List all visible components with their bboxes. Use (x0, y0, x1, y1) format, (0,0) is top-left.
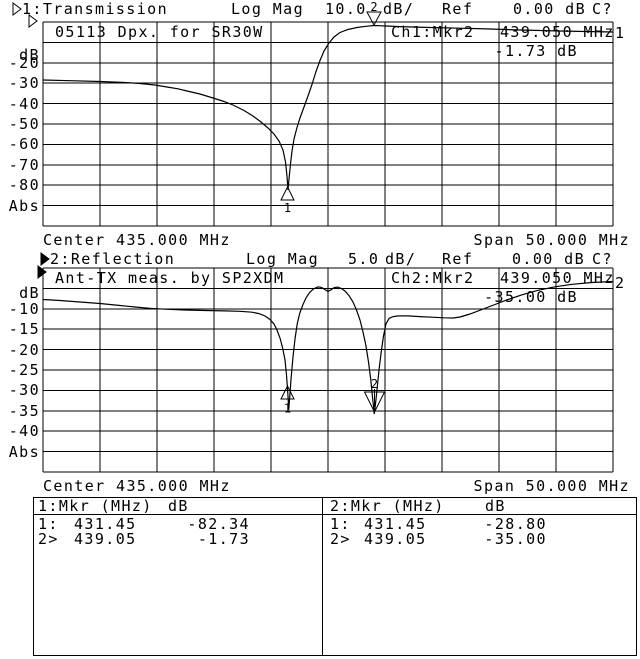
ch2-marker2-arrow-icon (363, 391, 386, 414)
ch1-marker-readout-label: Ch1:Mkr2 (391, 23, 475, 41)
mkr-table-2-unit: dB (485, 497, 506, 515)
ch2-ytick: -20 (8, 341, 40, 359)
ch1-ytick: -20 (8, 54, 40, 72)
mkr-table-1-row2-db: -1.73 (197, 530, 250, 548)
mkr-table-2-row2-freq: 439.05 (364, 530, 427, 548)
ch2-trace-id: 2 (615, 274, 626, 292)
mkr-table-2-row1-id: 1: (330, 515, 351, 533)
ch2-ytick: -35 (8, 402, 40, 420)
ch1-title: 05113 Dpx. for SR30W (55, 23, 264, 41)
mkr-table-1-row1-freq: 431.45 (74, 515, 137, 533)
ch2-marker2-number: 2 (371, 377, 378, 391)
ch1-axis-unit: dB (19, 46, 40, 64)
ch1-markers: 1 2 (280, 0, 382, 215)
ch1-ytick: -70 (8, 156, 40, 174)
mkr-table-1-row1-id: 1: (38, 515, 59, 533)
ch1-format-label: Log Mag (231, 0, 305, 18)
ch2-corner-pointer-icon (37, 265, 47, 279)
ch2-ytick: -40 (8, 422, 40, 440)
ch1-ref-value: 0.00 dB (513, 0, 587, 18)
ch1-scale-value: 10.0 (325, 0, 367, 18)
mkr-table-1-row2-freq: 439.05 (74, 530, 137, 548)
mkr-table-2-row1-freq: 431.45 (364, 515, 427, 533)
ch1-ytick: -30 (8, 74, 40, 92)
ch2-header-pointer-icon (40, 252, 50, 266)
mkr-table-2-row2-db: -35.00 (484, 530, 547, 548)
ch1-marker2-number: 2 (370, 0, 377, 14)
ch2-format-label: Log Mag (246, 250, 320, 268)
ch1-trace-id: 1 (615, 24, 626, 42)
ch2-center-freq: Center 435.000 MHz (43, 477, 231, 495)
ch2-ref-label: Ref (442, 250, 474, 268)
ch2-ytick: -25 (8, 361, 40, 379)
ch1-marker2-arrow-icon (366, 11, 382, 27)
ch1-cal-indicator: C? (592, 0, 613, 18)
ch2-span-freq: Span 50.000 MHz (473, 477, 630, 495)
ch1-marker-readout-value: -1.73 dB (494, 42, 578, 60)
ch1-channel-label: 1:Transmission (22, 0, 169, 18)
ch1-ref-label: Ref (442, 0, 474, 18)
ch1-marker-readout-freq: 439.050 MHz (500, 23, 615, 41)
ch2-ytick: -10 (8, 300, 40, 318)
mkr-table-1-unit: dB (168, 497, 189, 515)
mkr-table-1-header: 1:Mkr (MHz) (38, 497, 153, 515)
ch1-center-freq: Center 435.000 MHz (43, 231, 231, 249)
ch2-marker1-triangle-icon (280, 384, 295, 400)
ch1-axis-abs: Abs (8, 197, 40, 215)
mkr-table-2-header: 2:Mkr (MHz) (330, 497, 445, 515)
ch1-marker1-triangle-icon (280, 185, 295, 201)
ch1-scale-unit: dB/ (383, 0, 415, 18)
ch2-title: Ant-TX meas. by SP2XDM (55, 269, 285, 287)
ch2-marker1-number: 1 (284, 402, 291, 416)
ch1-ytick: -40 (8, 95, 40, 113)
mkr-table-1-row2-id: 2> (38, 530, 59, 548)
ch2-scale-value: 5.0 (348, 250, 380, 268)
ch2-channel-label: 2:Reflection (50, 250, 176, 268)
ch1-header-pointer-icon (12, 2, 22, 16)
ch2-ytick: -15 (8, 320, 40, 338)
ch2-cal-indicator: C? (592, 250, 613, 268)
mkr-table-2-row1-db: -28.80 (484, 515, 547, 533)
ch2-ytick: -30 (8, 381, 40, 399)
ch2-axis-abs: Abs (8, 443, 40, 461)
ch1-marker1-number: 1 (284, 201, 291, 215)
ch1-ytick: -50 (8, 115, 40, 133)
mkr-table-1-row1-db: -82.34 (187, 515, 250, 533)
ch2-marker-readout-label: Ch2:Mkr2 (391, 269, 475, 287)
ch2-scale-unit: dB/ (385, 250, 417, 268)
ch2-axis-unit: dB (19, 284, 40, 302)
ch2-markers: 1 2 (280, 377, 386, 416)
ch2-ref-value: 0.00 dB (512, 250, 586, 268)
ch1-span-freq: Span 50.000 MHz (473, 231, 630, 249)
ch2-marker-readout-value: -35.00 dB (484, 288, 578, 306)
ch1-ytick: -80 (8, 176, 40, 194)
mkr-table-2-row2-id: 2> (330, 530, 351, 548)
ch1-ytick: -60 (8, 135, 40, 153)
ch2-marker-readout-freq: 439.050 MHz (500, 269, 615, 287)
